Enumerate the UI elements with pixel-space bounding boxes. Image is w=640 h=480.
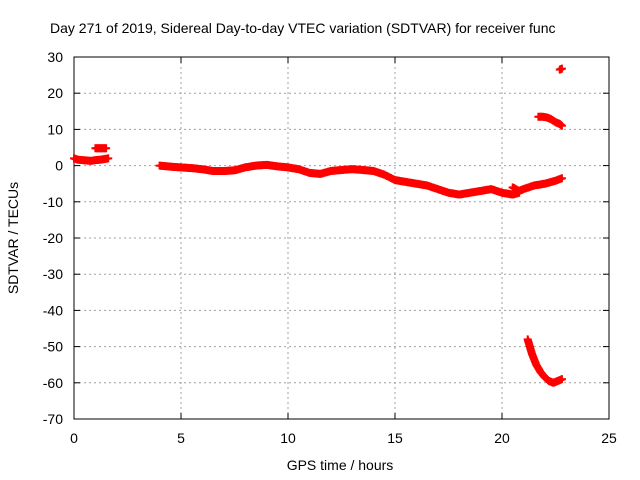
data-point [102, 144, 111, 153]
y-tick-label: 20 [47, 85, 63, 101]
x-tick-label: 10 [280, 430, 296, 446]
data-point [557, 375, 566, 384]
data-point [557, 174, 566, 183]
axes: 0 5 10 15 20 25 -70 -60 -50 -40 -30 -20 -10 0 10 20 30 [43, 49, 617, 446]
y-tick-label: -30 [43, 266, 63, 282]
data-point [557, 64, 566, 73]
x-tick-label: 5 [177, 430, 185, 446]
y-tick-label: -70 [43, 411, 63, 427]
chart-title: Day 271 of 2019, Sidereal Day-to-day VTE… [50, 20, 556, 36]
x-tick-label: 0 [70, 430, 78, 446]
y-tick-label: 10 [47, 121, 63, 137]
data-point [557, 121, 566, 130]
x-tick-label: 20 [494, 430, 510, 446]
y-tick-label: -40 [43, 302, 63, 318]
x-axis-title: GPS time / hours [287, 457, 394, 473]
y-tick-label: 30 [47, 49, 63, 65]
data-points [70, 64, 566, 387]
y-tick-label: 0 [55, 158, 63, 174]
x-tick-label: 15 [387, 430, 403, 446]
y-tick-label: -60 [43, 375, 63, 391]
y-tick-label: -10 [43, 194, 63, 210]
y-tick-label: -50 [43, 339, 63, 355]
grid-lines [74, 57, 609, 419]
y-tick-label: -20 [43, 230, 63, 246]
data-point [104, 154, 113, 163]
x-tick-label: 25 [601, 430, 617, 446]
y-axis-title: SDTVAR / TECUs [5, 182, 21, 294]
